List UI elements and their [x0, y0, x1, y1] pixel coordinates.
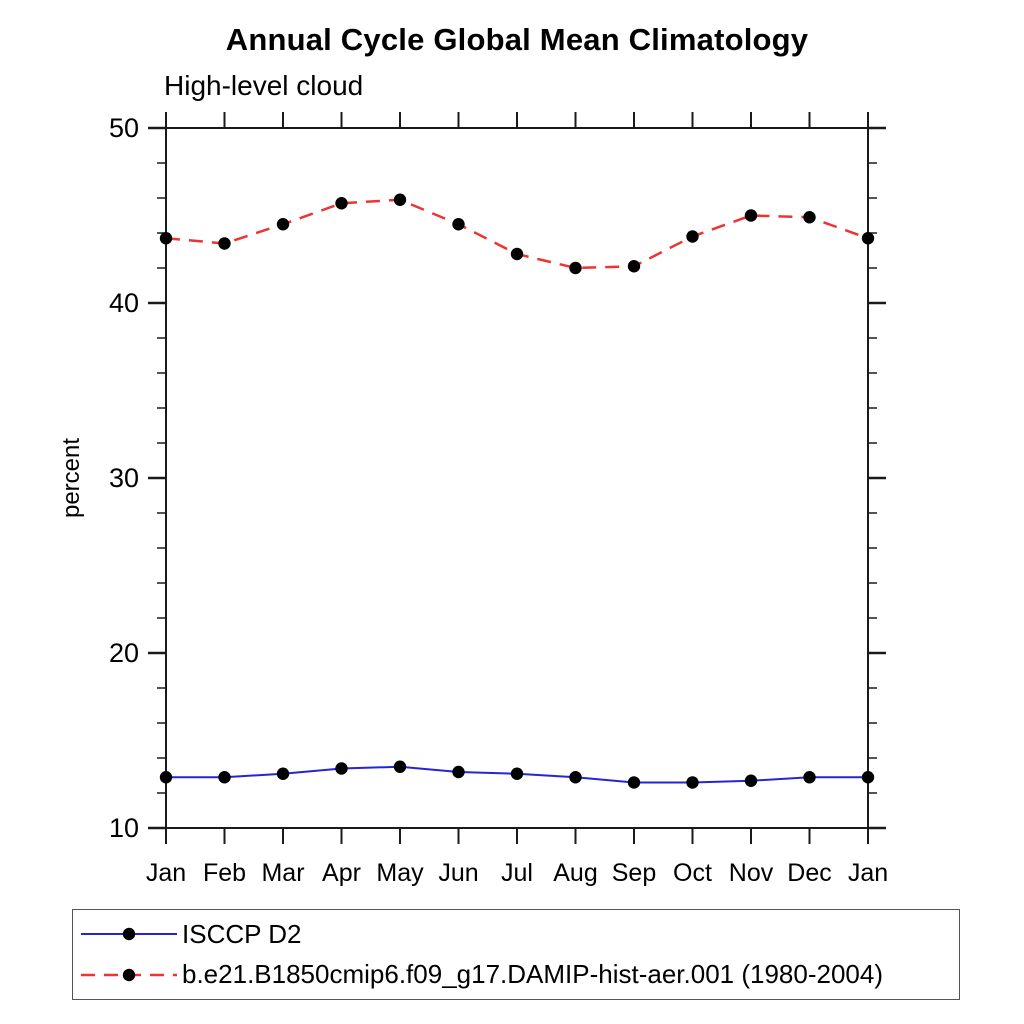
series-model	[159, 193, 875, 275]
x-tick-label: Dec	[787, 859, 831, 887]
data-point-marker	[569, 771, 582, 784]
legend-label-model: b.e21.B1850cmip6.f09_g17.DAMIP-hist-aer.…	[182, 959, 883, 990]
y-tick-label: 10	[109, 813, 139, 843]
data-point-marker	[335, 762, 348, 775]
data-point-marker	[803, 211, 816, 224]
chart-subtitle: High-level cloud	[164, 70, 364, 101]
data-point-marker	[627, 776, 641, 789]
data-point-marker	[744, 774, 758, 787]
x-tick-label: Oct	[673, 859, 712, 887]
legend-box: ISCCP D2 b.e21.B1850cmip6.f09_g17.DAMIP-…	[72, 909, 960, 1000]
legend-line-sample-model	[81, 968, 177, 981]
data-point-marker	[276, 767, 290, 780]
x-tick-label: Jul	[501, 859, 533, 887]
x-tick-label: Mar	[261, 859, 304, 887]
data-point-marker	[861, 771, 875, 784]
x-tick-label: Jun	[438, 859, 478, 887]
x-tick-label: Aug	[553, 859, 597, 887]
y-tick-label: 50	[109, 113, 139, 143]
legend-line-sample-isccp	[81, 928, 177, 941]
legend-item-isccp: ISCCP D2	[79, 916, 957, 952]
y-tick-label: 20	[109, 638, 139, 668]
y-axis-ticks-and-labels: 10 20 30 40 50	[109, 113, 886, 843]
y-tick-label: 40	[109, 288, 139, 318]
data-point-marker	[218, 771, 231, 784]
data-point-marker	[510, 767, 524, 780]
data-point-marker	[627, 260, 641, 273]
data-point-marker	[393, 760, 407, 773]
data-point-marker	[452, 765, 465, 779]
x-tick-label: Jan	[146, 859, 186, 887]
chart-title: Annual Cycle Global Mean Climatology	[225, 22, 809, 57]
x-tick-label: Apr	[322, 859, 361, 887]
data-point-marker	[452, 218, 465, 231]
x-tick-label: Sep	[612, 859, 656, 887]
data-point-marker	[510, 247, 524, 261]
y-tick-label: 30	[109, 463, 139, 493]
y-axis-minor-ticks	[157, 162, 877, 794]
data-point-marker	[335, 197, 348, 210]
x-tick-label: Feb	[203, 859, 246, 887]
data-point-marker	[686, 776, 699, 789]
data-point-marker	[393, 193, 407, 206]
series-isccp	[159, 760, 875, 789]
x-tick-label: Jan	[848, 859, 888, 887]
data-point-marker	[276, 218, 290, 231]
x-axis-ticks-and-labels: Jan Feb Mar Apr May Jun Jul Aug Sep Oct Nov Dec Jan	[146, 112, 888, 887]
data-point-marker	[803, 771, 816, 784]
x-tick-label: May	[376, 859, 424, 887]
legend-label-isccp: ISCCP D2	[182, 918, 302, 949]
data-point-marker	[159, 771, 173, 784]
data-point-marker	[569, 261, 582, 275]
data-point-marker	[861, 232, 875, 245]
data-point-marker	[686, 230, 699, 243]
x-tick-label: Nov	[729, 859, 774, 887]
data-point-marker	[218, 237, 231, 250]
legend-item-model: b.e21.B1850cmip6.f09_g17.DAMIP-hist-aer.…	[79, 957, 957, 993]
data-point-marker	[159, 232, 173, 245]
axis-frame	[165, 127, 869, 829]
data-point-marker	[744, 209, 758, 222]
